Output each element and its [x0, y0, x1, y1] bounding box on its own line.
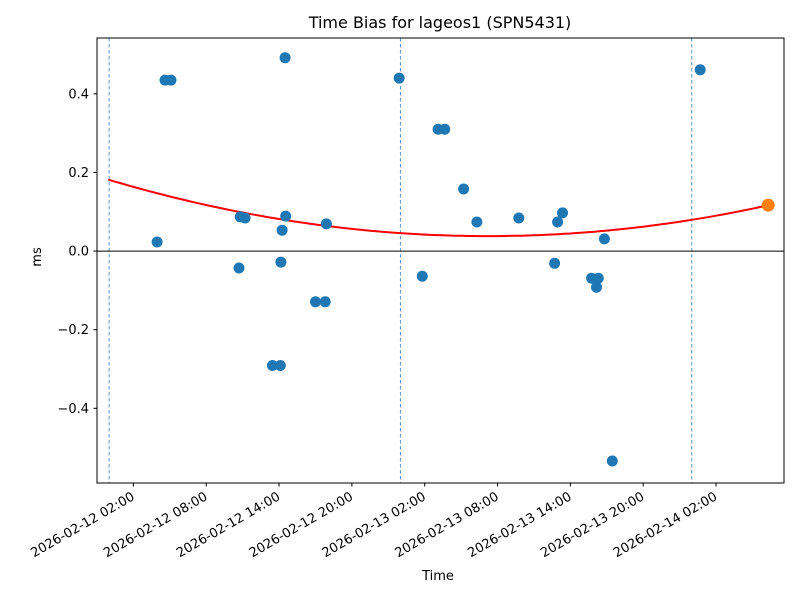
scatter-point-blue [275, 256, 287, 268]
y-tick-label: −0.4 [57, 402, 89, 417]
y-tick-label: −0.2 [57, 323, 89, 338]
scatter-point-blue [557, 207, 568, 219]
scatter-series-orange [761, 198, 775, 212]
scatter-point-blue [606, 455, 618, 467]
scatter-point-blue [416, 270, 428, 282]
scatter-point-blue [310, 296, 321, 308]
scatter-point-blue [319, 296, 331, 308]
scatter-point-blue [598, 233, 610, 245]
scatter-point-blue [591, 281, 602, 293]
scatter-point-blue [280, 210, 292, 222]
scatter-point-blue [592, 272, 604, 284]
chart-title: Time Bias for lageos1 (SPN5431) [308, 13, 572, 32]
day-gridlines-layer [108, 38, 693, 483]
scatter-series-blue [151, 52, 706, 467]
scatter-point-blue [458, 183, 470, 195]
scatter-point-blue [274, 360, 286, 371]
scatter-point-blue [276, 224, 288, 236]
scatter-point-blue [279, 52, 291, 64]
scatter-point-blue [513, 212, 525, 224]
scatter-point-blue [549, 257, 561, 269]
x-axis-label: Time [421, 569, 454, 584]
y-tick-label: 0.0 [68, 245, 89, 260]
scatter-point-blue [393, 72, 405, 84]
scatter-point-blue [552, 216, 564, 228]
y-axis-ticks: 0.4 0.2 0.0 −0.2 −0.4 [57, 87, 97, 417]
scatter-point-blue [151, 236, 163, 248]
y-tick-label: 0.2 [68, 166, 89, 181]
scatter-point-blue [233, 262, 245, 274]
scatter-point-blue [239, 212, 251, 224]
trend-curve [108, 178, 766, 238]
y-axis-label: ms [30, 247, 45, 267]
scatter-point-blue [439, 123, 451, 135]
scatter-point-blue [266, 360, 278, 371]
scatter-point-orange [761, 198, 775, 212]
scatter-point-blue [165, 74, 177, 86]
y-tick-label: 0.4 [68, 87, 89, 102]
scatter-point-blue [694, 64, 706, 76]
scatter-point-blue [320, 218, 332, 230]
scatter-point-blue [471, 216, 483, 228]
plot-border [96, 37, 785, 484]
